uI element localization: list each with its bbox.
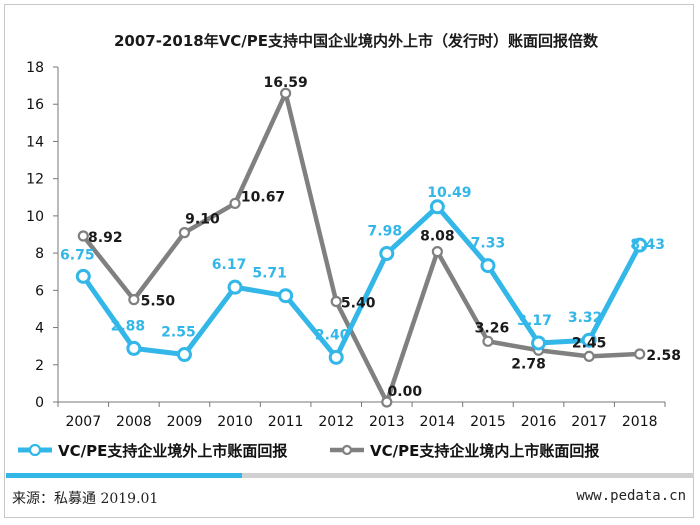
chart-frame <box>4 4 694 518</box>
x-tick-label: 2018 <box>622 414 658 430</box>
data-point <box>227 279 243 295</box>
data-point <box>278 288 294 304</box>
data-label-overseas: 6.75 <box>60 247 95 263</box>
data-point <box>75 268 91 284</box>
data-label-domestic: 16.59 <box>263 75 307 91</box>
data-label-domestic: 8.92 <box>88 230 123 246</box>
y-tick-label: 8 <box>35 246 44 262</box>
data-label-domestic: 8.08 <box>420 229 455 245</box>
data-labels: 8.92 5.50 9.10 10.67 16.59 5.40 0.00 8.08 3.26 2.… <box>60 75 681 400</box>
y-tick-label: 18 <box>26 60 44 76</box>
x-tick-label: 2017 <box>571 414 607 430</box>
series-line-0 <box>80 204 643 360</box>
data-point <box>632 237 648 253</box>
legend: VC/PE支持企业境外上市账面回报 VC/PE支持企业境内上市账面回报 <box>18 442 599 460</box>
data-point <box>178 227 191 239</box>
data-label-overseas: 8.43 <box>630 237 665 253</box>
footer-accent-bar <box>6 473 242 478</box>
data-point <box>379 245 395 261</box>
data-label-overseas: 2.88 <box>111 318 146 334</box>
data-point <box>280 87 292 99</box>
data-point <box>328 349 344 365</box>
data-label-domestic: 2.78 <box>511 356 546 372</box>
data-point <box>381 396 393 408</box>
data-point <box>176 347 192 363</box>
data-label-domestic: 0.00 <box>388 384 423 400</box>
data-point <box>77 230 89 242</box>
data-label-overseas: 6.17 <box>212 257 247 273</box>
axes: 0 2 4 6 8 10 12 14 16 18 2007 2008 2009 2010 2011 2012 2… <box>26 60 666 430</box>
data-label-overseas: 2.40 <box>315 327 350 343</box>
x-tick-label: 2015 <box>470 414 506 430</box>
series-line-1 <box>81 90 642 405</box>
data-label-overseas: 7.33 <box>471 236 506 252</box>
y-tick-label: 4 <box>35 321 44 337</box>
chart-title: 2007-2018年VC/PE支持中国企业境内外上市（发行时）账面回报倍数 <box>114 32 599 50</box>
legend-label: VC/PE支持企业境外上市账面回报 <box>58 442 287 460</box>
data-point <box>229 197 241 210</box>
data-point <box>583 350 595 363</box>
data-point <box>581 332 597 348</box>
legend-label: VC/PE支持企业境内上市账面回报 <box>370 442 599 460</box>
series-layer <box>75 87 648 408</box>
x-tick-label: 2012 <box>318 414 354 430</box>
x-tick-label: 2010 <box>217 414 253 430</box>
data-label-domestic: 5.40 <box>341 296 376 312</box>
data-point <box>126 340 142 356</box>
data-label-domestic: 3.26 <box>475 320 510 336</box>
data-label-overseas: 5.71 <box>252 266 287 282</box>
x-tick-label: 2013 <box>369 414 405 430</box>
data-label-overseas: 3.17 <box>517 313 552 329</box>
y-tick-label: 0 <box>35 395 44 411</box>
y-tick-label: 12 <box>26 172 44 188</box>
x-tick-label: 2011 <box>268 414 304 430</box>
data-point <box>482 335 494 347</box>
source-note: 来源：私募通 2019.01 <box>12 491 159 507</box>
x-tick-label: 2009 <box>167 414 203 430</box>
data-label-overseas: 7.98 <box>368 223 403 239</box>
x-tick-label: 2007 <box>65 414 101 430</box>
y-tick-label: 6 <box>35 283 44 299</box>
data-label-overseas: 2.55 <box>161 325 196 341</box>
data-label-domestic: 2.45 <box>572 335 607 351</box>
website-link: www.pedata.cn <box>576 488 686 504</box>
data-point <box>634 348 646 360</box>
x-tick-label: 2014 <box>420 414 456 430</box>
data-point <box>429 199 445 215</box>
y-tick-label: 10 <box>26 209 44 225</box>
data-label-domestic: 5.50 <box>141 294 176 310</box>
data-label-overseas: 3.32 <box>568 310 603 326</box>
data-point <box>128 294 140 306</box>
data-point <box>431 246 443 258</box>
legend-swatch-marker <box>341 444 353 456</box>
x-tick-label: 2008 <box>116 414 152 430</box>
y-tick-label: 2 <box>35 358 44 374</box>
data-label-overseas: 10.49 <box>427 185 471 201</box>
data-label-domestic: 9.10 <box>185 212 220 228</box>
footer-divider <box>242 473 694 478</box>
y-tick-label: 16 <box>26 97 44 113</box>
legend-swatch-marker <box>28 443 42 457</box>
data-point <box>330 295 342 308</box>
data-label-domestic: 2.58 <box>646 348 681 364</box>
data-point <box>480 258 496 274</box>
data-label-domestic: 10.67 <box>241 189 285 205</box>
data-point <box>531 335 547 351</box>
x-tick-label: 2016 <box>521 414 557 430</box>
y-tick-label: 14 <box>26 134 44 150</box>
